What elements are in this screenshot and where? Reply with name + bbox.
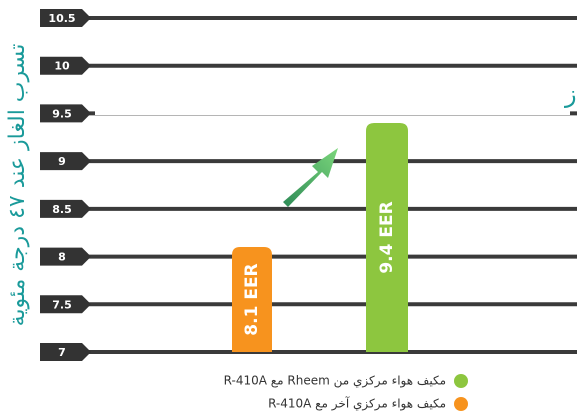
y-tick-box [40, 247, 91, 266]
y-tick-box [40, 152, 91, 171]
y-axis-label: تسرب الغاز عند ٤٧ درجة مئوية [5, 44, 30, 327]
bar [232, 247, 272, 352]
y-tick-box [40, 56, 91, 75]
y-tick-label: 10.5 [48, 12, 75, 25]
y-tick-box [40, 9, 91, 27]
y-tick-label: 7 [58, 346, 66, 359]
y-tick-label: 8.5 [52, 203, 72, 216]
y-tick-box [40, 343, 91, 361]
legend-swatch [454, 374, 468, 388]
title-bg [95, 75, 570, 115]
y-tick-box [40, 104, 91, 123]
value-label: 8.1 EER [242, 263, 262, 335]
chart-title: ما يصل إلى ١٦٪ اعلى مشاكل تسرب الغاز [564, 80, 577, 109]
arrow [283, 148, 338, 207]
y-tick-box [40, 199, 91, 218]
legend-label: مكيف هواء مركزي آخر مع R-410A [268, 396, 446, 412]
legend-swatch [454, 397, 468, 411]
legend-label: مكيف هواء مركزي من Rheem مع R-410A [224, 374, 446, 389]
y-tick-label: 9.5 [52, 107, 72, 120]
y-tick-box [40, 295, 91, 314]
value-label: 9.4 EER [377, 201, 397, 273]
y-tick-label: 7.5 [52, 298, 72, 311]
y-tick-label: 10 [54, 60, 70, 73]
y-tick-label: 9 [58, 155, 66, 168]
y-tick-label: 8 [58, 251, 66, 264]
bar [366, 122, 408, 352]
